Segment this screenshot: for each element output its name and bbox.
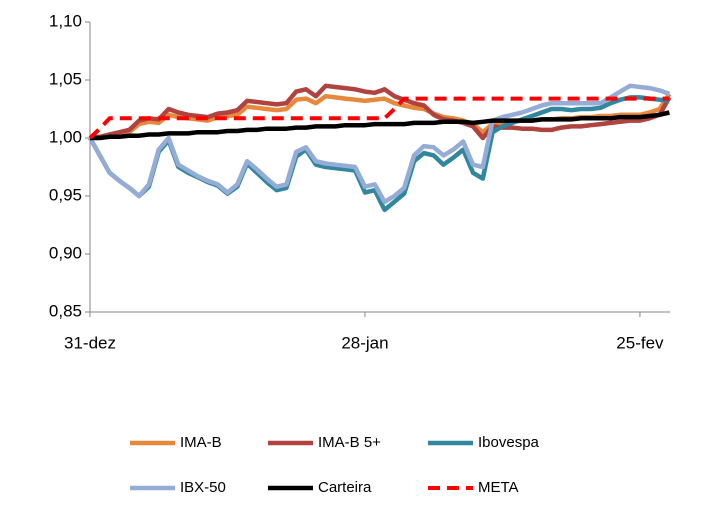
x-tick-label: 25-fev [616,333,664,352]
legend-label: IMA-B [180,434,222,451]
legend-label: META [478,479,519,496]
y-tick-label: 0,85 [49,301,82,320]
y-tick-label: 0,90 [49,243,82,262]
series-line [88,83,671,205]
legend-label: IBX-50 [180,479,226,496]
legend-label: Ibovespa [478,434,540,451]
y-tick-label: 1,00 [49,127,82,146]
y-tick-label: 1,05 [49,69,82,88]
series-line [90,110,670,141]
x-tick-label: 31-dez [64,333,116,352]
x-tick-label: 28-jan [341,333,388,352]
series-line [88,96,670,140]
y-tick-label: 1,10 [49,11,82,30]
legend-label: IMA-B 5+ [318,434,381,451]
series-line [89,83,672,141]
legend-label: Carteira [318,479,372,496]
y-tick-label: 0,95 [49,185,82,204]
